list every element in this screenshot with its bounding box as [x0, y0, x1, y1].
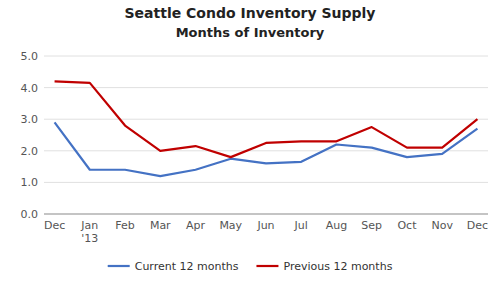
grid-line	[44, 214, 488, 215]
grid-line	[44, 150, 488, 151]
title: Seattle Condo Inventory Supply	[125, 5, 376, 21]
x-tick-label: Mar	[150, 219, 171, 232]
grid-line	[44, 87, 488, 88]
legend-swatch	[256, 265, 278, 267]
x-tick-label: Dec	[44, 219, 65, 232]
x-tick-label: Jan'13	[80, 219, 98, 245]
y-tick-label: 1.0	[21, 176, 39, 189]
series-line	[55, 81, 478, 157]
legend: Current 12 months Previous 12 months	[108, 260, 393, 273]
subtitle: Months of Inventory	[176, 25, 325, 40]
x-tick-label: Oct	[397, 219, 417, 232]
grid-line	[44, 56, 488, 57]
x-tick-label: Feb	[115, 219, 134, 232]
lines	[55, 81, 478, 176]
legend-label: Previous 12 months	[283, 260, 392, 273]
chart-container: Seattle Condo Inventory Supply Months of …	[0, 0, 500, 288]
x-tick-label: Nov	[431, 219, 453, 232]
legend-swatch	[108, 265, 130, 267]
y-tick-label: 0.0	[21, 208, 39, 221]
legend-label: Current 12 months	[135, 260, 239, 273]
y-grid	[44, 56, 488, 214]
x-tick-label: Jun	[256, 219, 274, 232]
legend-item: Previous 12 months	[256, 260, 392, 273]
legend-item: Current 12 months	[108, 260, 239, 273]
grid-line	[44, 182, 488, 183]
x-axis-line	[44, 214, 488, 215]
x-tick-label: Apr	[186, 219, 206, 232]
x-tick-label: May	[219, 219, 242, 232]
x-tick-label: Aug	[326, 219, 347, 232]
y-tick-label: 4.0	[21, 82, 39, 95]
y-tick-label: 2.0	[21, 145, 39, 158]
y-tick-label: 5.0	[21, 50, 39, 63]
x-tick-label: Sep	[361, 219, 382, 232]
x-tick-label: Dec	[467, 219, 488, 232]
x-tick-label: Jul	[294, 219, 308, 232]
y-tick-label: 3.0	[21, 113, 39, 126]
grid-line	[44, 119, 488, 120]
series-line	[55, 122, 478, 176]
chart: Seattle Condo Inventory Supply Months of …	[0, 0, 500, 288]
